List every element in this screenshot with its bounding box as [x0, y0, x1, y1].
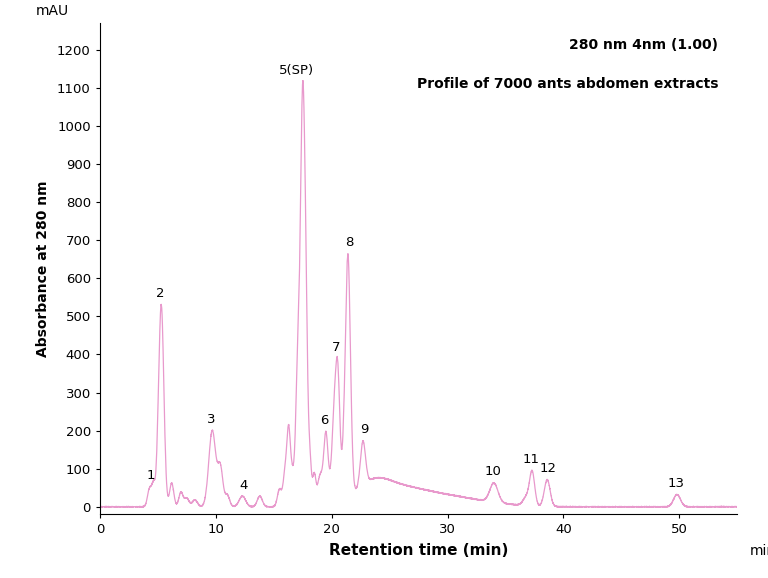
Y-axis label: Absorbance at 280 nm: Absorbance at 280 nm: [36, 180, 50, 357]
Text: 13: 13: [667, 477, 684, 490]
Text: 11: 11: [522, 453, 539, 466]
Text: 7: 7: [332, 340, 340, 354]
Text: Profile of 7000 ants abdomen extracts: Profile of 7000 ants abdomen extracts: [417, 77, 718, 91]
Text: 1: 1: [147, 469, 155, 482]
Text: mAU: mAU: [36, 4, 69, 18]
Text: min: min: [750, 544, 768, 558]
Text: 4: 4: [240, 479, 248, 492]
Text: 8: 8: [345, 236, 353, 249]
Text: 6: 6: [320, 414, 329, 427]
Text: 3: 3: [207, 413, 215, 425]
Text: 280 nm 4nm (1.00): 280 nm 4nm (1.00): [569, 38, 718, 52]
Text: 9: 9: [360, 423, 369, 436]
Text: 12: 12: [540, 462, 557, 475]
Text: 5(SP): 5(SP): [280, 64, 314, 77]
Text: 10: 10: [485, 465, 502, 479]
Text: 2: 2: [156, 287, 164, 300]
X-axis label: Retention time (min): Retention time (min): [329, 543, 508, 558]
